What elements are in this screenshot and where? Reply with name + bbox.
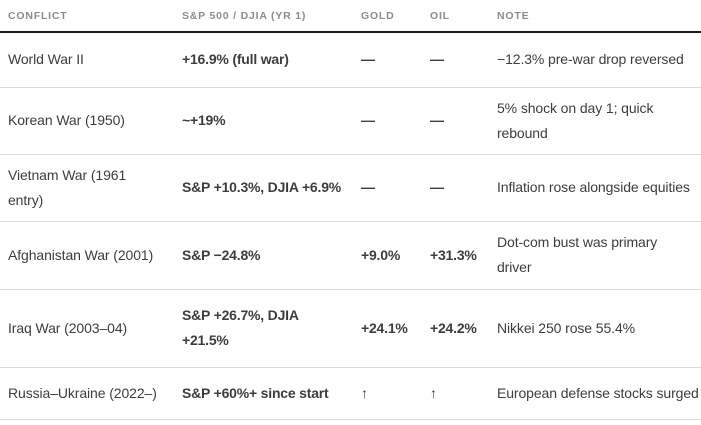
cell-gold: — xyxy=(353,32,422,88)
cell-sp-djia: S&P +60%+ since start xyxy=(174,367,353,420)
cell-conflict: Afghanistan War (2001) xyxy=(0,221,174,290)
cell-gold-up-arrow: ↑ xyxy=(353,367,422,420)
cell-oil: — xyxy=(422,154,489,222)
column-header-conflict: CONFLICT xyxy=(0,0,174,33)
cell-conflict: Russia–Ukraine (2022–) xyxy=(0,367,174,420)
table-row-afghanistan-war: Afghanistan War (2001) S&P −24.8% +9.0% … xyxy=(0,221,701,290)
cell-oil: +24.2% xyxy=(422,289,489,368)
cell-note: 5% shock on day 1; quick rebound xyxy=(489,87,701,155)
column-header-sp-djia: S&P 500 / DJIA (YR 1) xyxy=(174,0,353,33)
table-row-iraq-war: Iraq War (2003–04) S&P +26.7%, DJIA +21.… xyxy=(0,289,701,368)
cell-conflict: Iraq War (2003–04) xyxy=(0,289,174,368)
cell-sp-djia: ~+19% xyxy=(174,87,353,155)
cell-note: Dot-com bust was primary driver xyxy=(489,221,701,290)
cell-note: European defense stocks surged xyxy=(489,367,701,420)
cell-conflict: World War II xyxy=(0,32,174,88)
column-header-oil: OIL xyxy=(422,0,489,33)
column-header-gold: GOLD xyxy=(353,0,422,33)
cell-gold: +9.0% xyxy=(353,221,422,290)
cell-sp-djia: +16.9% (full war) xyxy=(174,32,353,88)
cell-conflict: Vietnam War (1961 entry) xyxy=(0,154,174,222)
cell-note: Nikkei 250 rose 55.4% xyxy=(489,289,701,368)
cell-sp-djia: S&P +10.3%, DJIA +6.9% xyxy=(174,154,353,222)
cell-oil: +31.3% xyxy=(422,221,489,290)
cell-oil: — xyxy=(422,32,489,88)
table-row-russia-ukraine: Russia–Ukraine (2022–) S&P +60%+ since s… xyxy=(0,367,701,420)
cell-gold: — xyxy=(353,87,422,155)
cell-gold: +24.1% xyxy=(353,289,422,368)
cell-gold: — xyxy=(353,154,422,222)
cell-conflict: Korean War (1950) xyxy=(0,87,174,155)
table-row-vietnam-war: Vietnam War (1961 entry) S&P +10.3%, DJI… xyxy=(0,154,701,222)
cell-oil-up-arrow: ↑ xyxy=(422,367,489,420)
cell-sp-djia: S&P −24.8% xyxy=(174,221,353,290)
table-row-korean-war: Korean War (1950) ~+19% — — 5% shock on … xyxy=(0,87,701,155)
cell-note: −12.3% pre-war drop reversed xyxy=(489,32,701,88)
cell-note: Inflation rose alongside equities xyxy=(489,154,701,222)
cell-sp-djia: S&P +26.7%, DJIA +21.5% xyxy=(174,289,353,368)
column-header-note: NOTE xyxy=(489,0,701,33)
cell-oil: — xyxy=(422,87,489,155)
table-row-world-war-ii: World War II +16.9% (full war) — — −12.3… xyxy=(0,32,701,88)
table-header-row: CONFLICT S&P 500 / DJIA (YR 1) GOLD OIL … xyxy=(0,0,701,33)
